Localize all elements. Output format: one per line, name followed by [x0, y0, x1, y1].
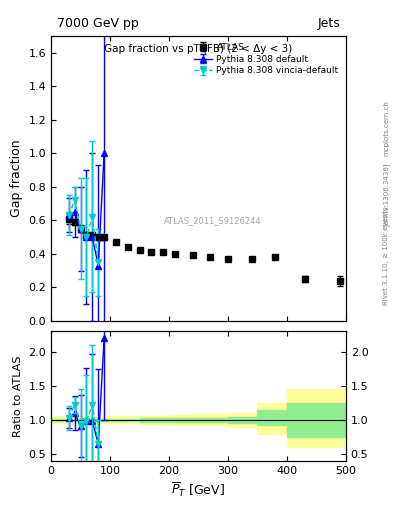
- Legend: ATLAS, Pythia 8.308 default, Pythia 8.308 vincia-default: ATLAS, Pythia 8.308 default, Pythia 8.30…: [191, 40, 342, 78]
- Text: mcplots.cern.ch: mcplots.cern.ch: [383, 100, 389, 156]
- Text: Gap fraction vs pT (FB) (2 < Δy < 3): Gap fraction vs pT (FB) (2 < Δy < 3): [104, 45, 293, 54]
- Y-axis label: Gap fraction: Gap fraction: [10, 140, 23, 217]
- Y-axis label: Ratio to ATLAS: Ratio to ATLAS: [13, 355, 23, 437]
- Text: Jets: Jets: [317, 17, 340, 30]
- Text: [arXiv:1306.3436]: [arXiv:1306.3436]: [382, 163, 389, 226]
- X-axis label: $\overline{P}_T$ [GeV]: $\overline{P}_T$ [GeV]: [171, 481, 226, 499]
- Text: Rivet 3.1.10, ≥ 100k events: Rivet 3.1.10, ≥ 100k events: [383, 207, 389, 305]
- Text: ATLAS_2011_S9126244: ATLAS_2011_S9126244: [164, 217, 262, 226]
- Text: 7000 GeV pp: 7000 GeV pp: [57, 17, 139, 30]
